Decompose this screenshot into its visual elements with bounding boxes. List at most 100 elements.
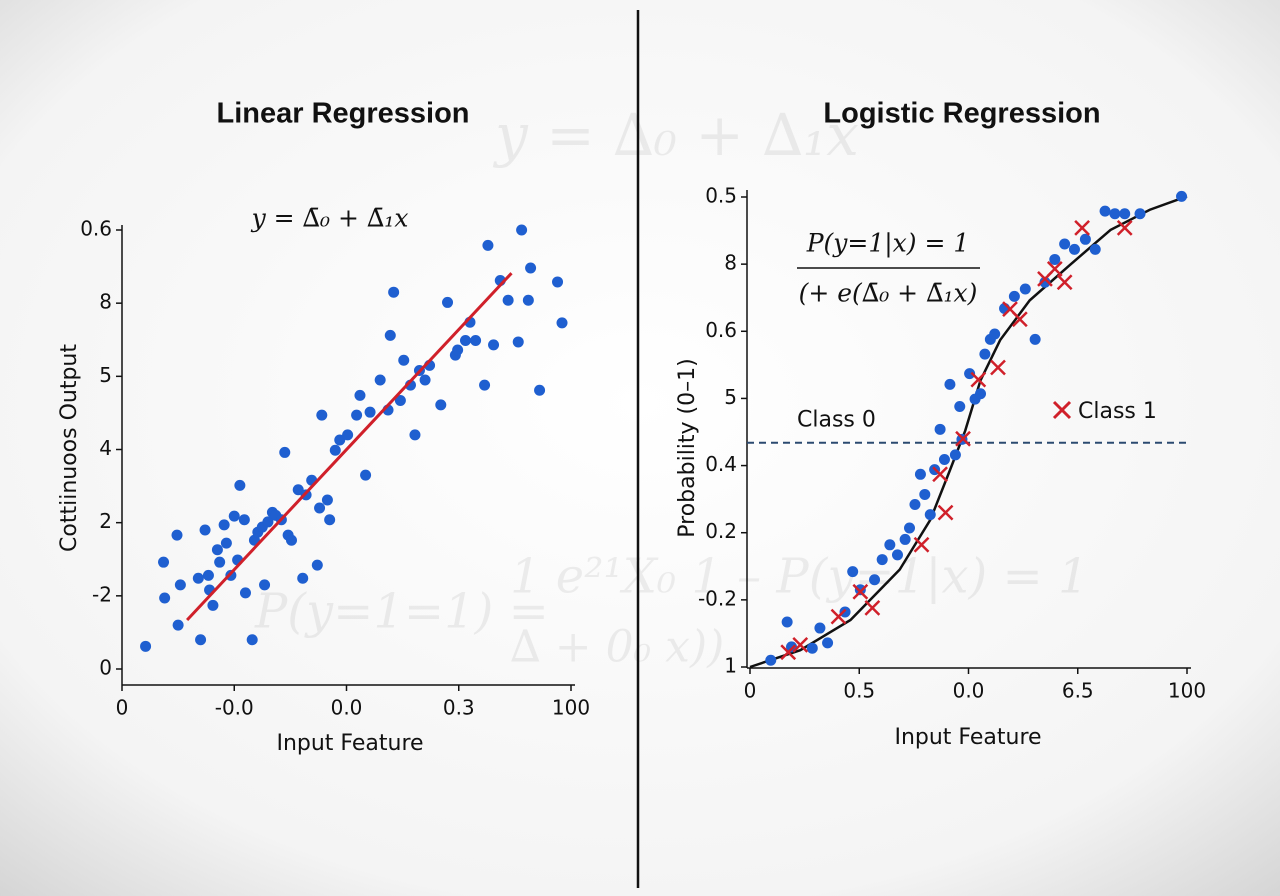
cross-point xyxy=(780,644,797,661)
dot-point xyxy=(238,514,250,526)
dot-point xyxy=(516,224,528,236)
dot-point xyxy=(1176,190,1188,202)
x-tick-label: 0.0 xyxy=(953,679,985,703)
x-tick-label: 6.5 xyxy=(1062,679,1094,703)
cross-point xyxy=(1116,220,1133,236)
dot-point xyxy=(909,499,921,511)
fit-line xyxy=(186,272,513,622)
legend-label: Class 1 xyxy=(1078,399,1157,424)
dot-point xyxy=(1099,205,1111,217)
dot-point xyxy=(171,529,183,541)
y-tick-label: 8 xyxy=(724,251,737,275)
dot-point xyxy=(140,640,152,652)
dot-point xyxy=(502,294,514,306)
dot-point xyxy=(409,429,421,441)
dot-point xyxy=(192,572,204,584)
y-tick-label: 0.2 xyxy=(705,519,737,543)
dot-point xyxy=(989,328,1001,340)
dot-point xyxy=(781,616,793,628)
cross-point xyxy=(830,608,847,625)
dot-point xyxy=(374,374,386,386)
cross-point xyxy=(1074,220,1091,236)
dot-point xyxy=(1079,233,1091,245)
dot-point xyxy=(1039,276,1051,288)
watermark: ∆ + 0₀ x)) xyxy=(510,622,724,673)
y-tick-label: 0.6 xyxy=(80,217,112,241)
x-tick-label: -0.0 xyxy=(215,696,254,720)
dot-point xyxy=(228,510,240,522)
equation: (+ e(∆̄₀ + ∆̄₁x) xyxy=(799,279,978,308)
dot-point xyxy=(158,556,170,568)
dot-point xyxy=(311,559,323,571)
dot-point xyxy=(914,468,926,480)
dot-point xyxy=(1089,243,1101,255)
y-tick-label: 8 xyxy=(99,290,112,314)
dot-point xyxy=(172,619,184,631)
cross-point xyxy=(792,636,809,653)
x-tick-label: 100 xyxy=(552,696,590,720)
y-tick-label: 0.5 xyxy=(705,184,737,208)
dot-point xyxy=(442,296,454,308)
dot-point xyxy=(525,262,537,274)
dot-point xyxy=(512,336,524,348)
dot-point xyxy=(934,423,946,435)
cross-point xyxy=(1011,311,1028,328)
cross-point xyxy=(1056,274,1073,291)
dot-point xyxy=(1059,238,1071,250)
dot-point xyxy=(199,524,211,536)
dot-point xyxy=(262,516,274,528)
dot-point xyxy=(292,484,304,496)
cross-point xyxy=(955,430,971,447)
y-tick-label: 2 xyxy=(99,509,112,533)
dot-point xyxy=(384,329,396,341)
dot-point xyxy=(869,574,881,586)
dot-point xyxy=(435,399,447,411)
equation: P(y=1|x) = 1 xyxy=(806,229,970,259)
cross-point xyxy=(1046,260,1063,277)
dot-point xyxy=(876,554,888,566)
dot-point xyxy=(847,566,859,578)
dot-point xyxy=(360,469,372,481)
x-axis-label: Input Feature xyxy=(276,731,423,756)
dot-point xyxy=(944,378,956,390)
dot-point xyxy=(938,454,950,466)
dot-point xyxy=(839,606,851,618)
y-tick-label: 4 xyxy=(99,436,112,460)
x-tick-label: 0 xyxy=(744,679,757,703)
dot-point xyxy=(904,522,916,534)
watermark: 1 e²¹X₀ 1 – P(y=1|x) = 1 xyxy=(510,549,1089,605)
dot-point xyxy=(159,592,171,604)
dot-point xyxy=(398,354,410,366)
cross-point xyxy=(852,583,869,600)
chart-title: Linear Regression xyxy=(216,98,469,130)
dot-point xyxy=(174,579,186,591)
dot-point xyxy=(1119,208,1131,220)
legend-marker xyxy=(1052,400,1072,420)
dot-point xyxy=(207,599,219,611)
dot-point xyxy=(814,622,826,634)
x-tick-label: 0.5 xyxy=(843,679,875,703)
dot-point xyxy=(211,544,223,556)
dot-point xyxy=(342,429,354,441)
dot-point xyxy=(919,488,931,500)
dot-point xyxy=(488,339,500,351)
dot-point xyxy=(534,384,546,396)
dot-point xyxy=(975,388,987,400)
dot-point xyxy=(854,584,866,596)
dot-point xyxy=(1109,208,1121,220)
dot-point xyxy=(246,634,258,646)
y-tick-label: 0.6 xyxy=(705,318,737,342)
dot-point xyxy=(899,533,911,545)
dot-point xyxy=(556,317,568,329)
x-tick-label: 0.0 xyxy=(331,696,363,720)
dot-point xyxy=(354,389,366,401)
dot-point xyxy=(470,334,482,346)
dot-point xyxy=(279,446,291,458)
dot-point xyxy=(979,348,991,360)
y-tick-label: 5 xyxy=(724,385,737,409)
dot-point xyxy=(1019,283,1031,295)
threshold-label: Class 0 xyxy=(797,408,876,433)
dot-point xyxy=(202,569,214,581)
